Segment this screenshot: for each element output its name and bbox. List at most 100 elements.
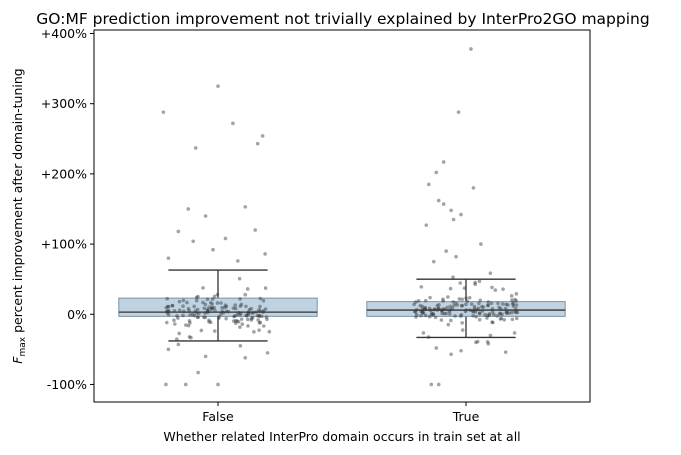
data-point xyxy=(414,315,418,319)
y-tick-label: +300% xyxy=(41,96,87,111)
data-point xyxy=(514,307,518,311)
data-point xyxy=(181,313,185,318)
data-point xyxy=(469,302,474,306)
data-point xyxy=(196,294,200,299)
data-point xyxy=(490,285,494,290)
data-point xyxy=(451,275,455,280)
data-point xyxy=(226,309,231,314)
data-point xyxy=(250,315,255,320)
data-point xyxy=(264,315,269,319)
data-point xyxy=(205,307,210,312)
y-tick-label: +100% xyxy=(41,237,87,252)
data-point xyxy=(165,310,170,315)
data-point xyxy=(182,309,186,314)
y-tick-label: 0% xyxy=(67,307,87,322)
data-point xyxy=(184,323,188,327)
outlier-point xyxy=(265,351,270,355)
data-point xyxy=(194,295,199,300)
data-point xyxy=(504,310,509,315)
chart-title: GO:MF prediction improvement not trivial… xyxy=(36,10,649,28)
data-point xyxy=(250,311,254,315)
data-point xyxy=(177,308,182,312)
data-point xyxy=(436,306,441,311)
data-point xyxy=(504,302,508,307)
data-point xyxy=(219,301,223,305)
data-point xyxy=(235,313,239,317)
outlier-point xyxy=(216,382,220,387)
data-point xyxy=(205,310,210,315)
data-point xyxy=(207,305,211,310)
data-point xyxy=(201,286,205,290)
outlier-point xyxy=(183,382,188,387)
data-point xyxy=(199,328,204,333)
outlier-point xyxy=(441,160,446,164)
data-point xyxy=(435,308,440,312)
data-point xyxy=(449,318,453,323)
data-point xyxy=(448,312,452,316)
data-point xyxy=(261,310,265,314)
data-point xyxy=(458,314,463,318)
plot-background xyxy=(94,30,590,402)
boxes-layer xyxy=(118,269,566,342)
data-point xyxy=(263,307,268,311)
data-point xyxy=(195,307,200,312)
data-point xyxy=(485,339,490,344)
data-point xyxy=(441,297,445,302)
data-point xyxy=(236,319,241,324)
data-point xyxy=(499,316,504,321)
outlier-point xyxy=(243,355,248,360)
data-point xyxy=(506,303,510,307)
data-point xyxy=(462,286,467,290)
data-point xyxy=(514,292,519,296)
data-point xyxy=(192,304,197,309)
data-point xyxy=(263,286,268,290)
data-point xyxy=(164,309,169,313)
data-point xyxy=(239,317,244,321)
data-point xyxy=(256,318,260,322)
outlier-point xyxy=(203,214,208,218)
outlier-point xyxy=(436,382,441,387)
data-point xyxy=(244,313,248,318)
data-point xyxy=(452,303,456,308)
data-point xyxy=(414,312,419,317)
data-point xyxy=(488,333,493,338)
data-point xyxy=(477,301,481,306)
data-point xyxy=(186,323,191,328)
data-point xyxy=(486,303,490,308)
data-point xyxy=(197,311,201,316)
outlier-point xyxy=(459,348,463,353)
data-point xyxy=(238,325,242,329)
data-point xyxy=(490,320,494,324)
y-axis-label-prefix: F xyxy=(10,356,25,364)
outlier-point xyxy=(441,202,446,206)
data-point xyxy=(448,304,453,309)
data-point xyxy=(419,313,423,318)
box-iqr xyxy=(366,301,566,317)
data-point xyxy=(431,312,436,316)
data-point xyxy=(453,314,457,318)
data-point xyxy=(243,292,248,297)
data-point xyxy=(477,311,482,315)
data-point xyxy=(485,316,489,320)
axes-frame xyxy=(93,29,591,403)
data-point xyxy=(223,303,228,307)
data-point xyxy=(210,306,214,310)
data-point xyxy=(480,304,484,309)
data-point xyxy=(246,324,250,328)
outlier-point xyxy=(459,212,463,217)
data-point xyxy=(458,281,463,285)
data-point xyxy=(166,312,171,317)
data-point xyxy=(244,313,249,318)
outlier-point xyxy=(486,341,491,346)
outlier-point xyxy=(260,134,265,138)
data-point xyxy=(193,309,198,313)
outlier-point xyxy=(255,141,260,146)
data-point xyxy=(505,309,509,314)
data-point xyxy=(463,309,468,314)
data-point xyxy=(207,320,211,324)
data-point xyxy=(445,305,449,310)
y-axis-label-suffix: percent improvement after domain-tuning xyxy=(10,68,25,337)
data-point xyxy=(245,287,250,291)
data-point xyxy=(440,308,444,313)
